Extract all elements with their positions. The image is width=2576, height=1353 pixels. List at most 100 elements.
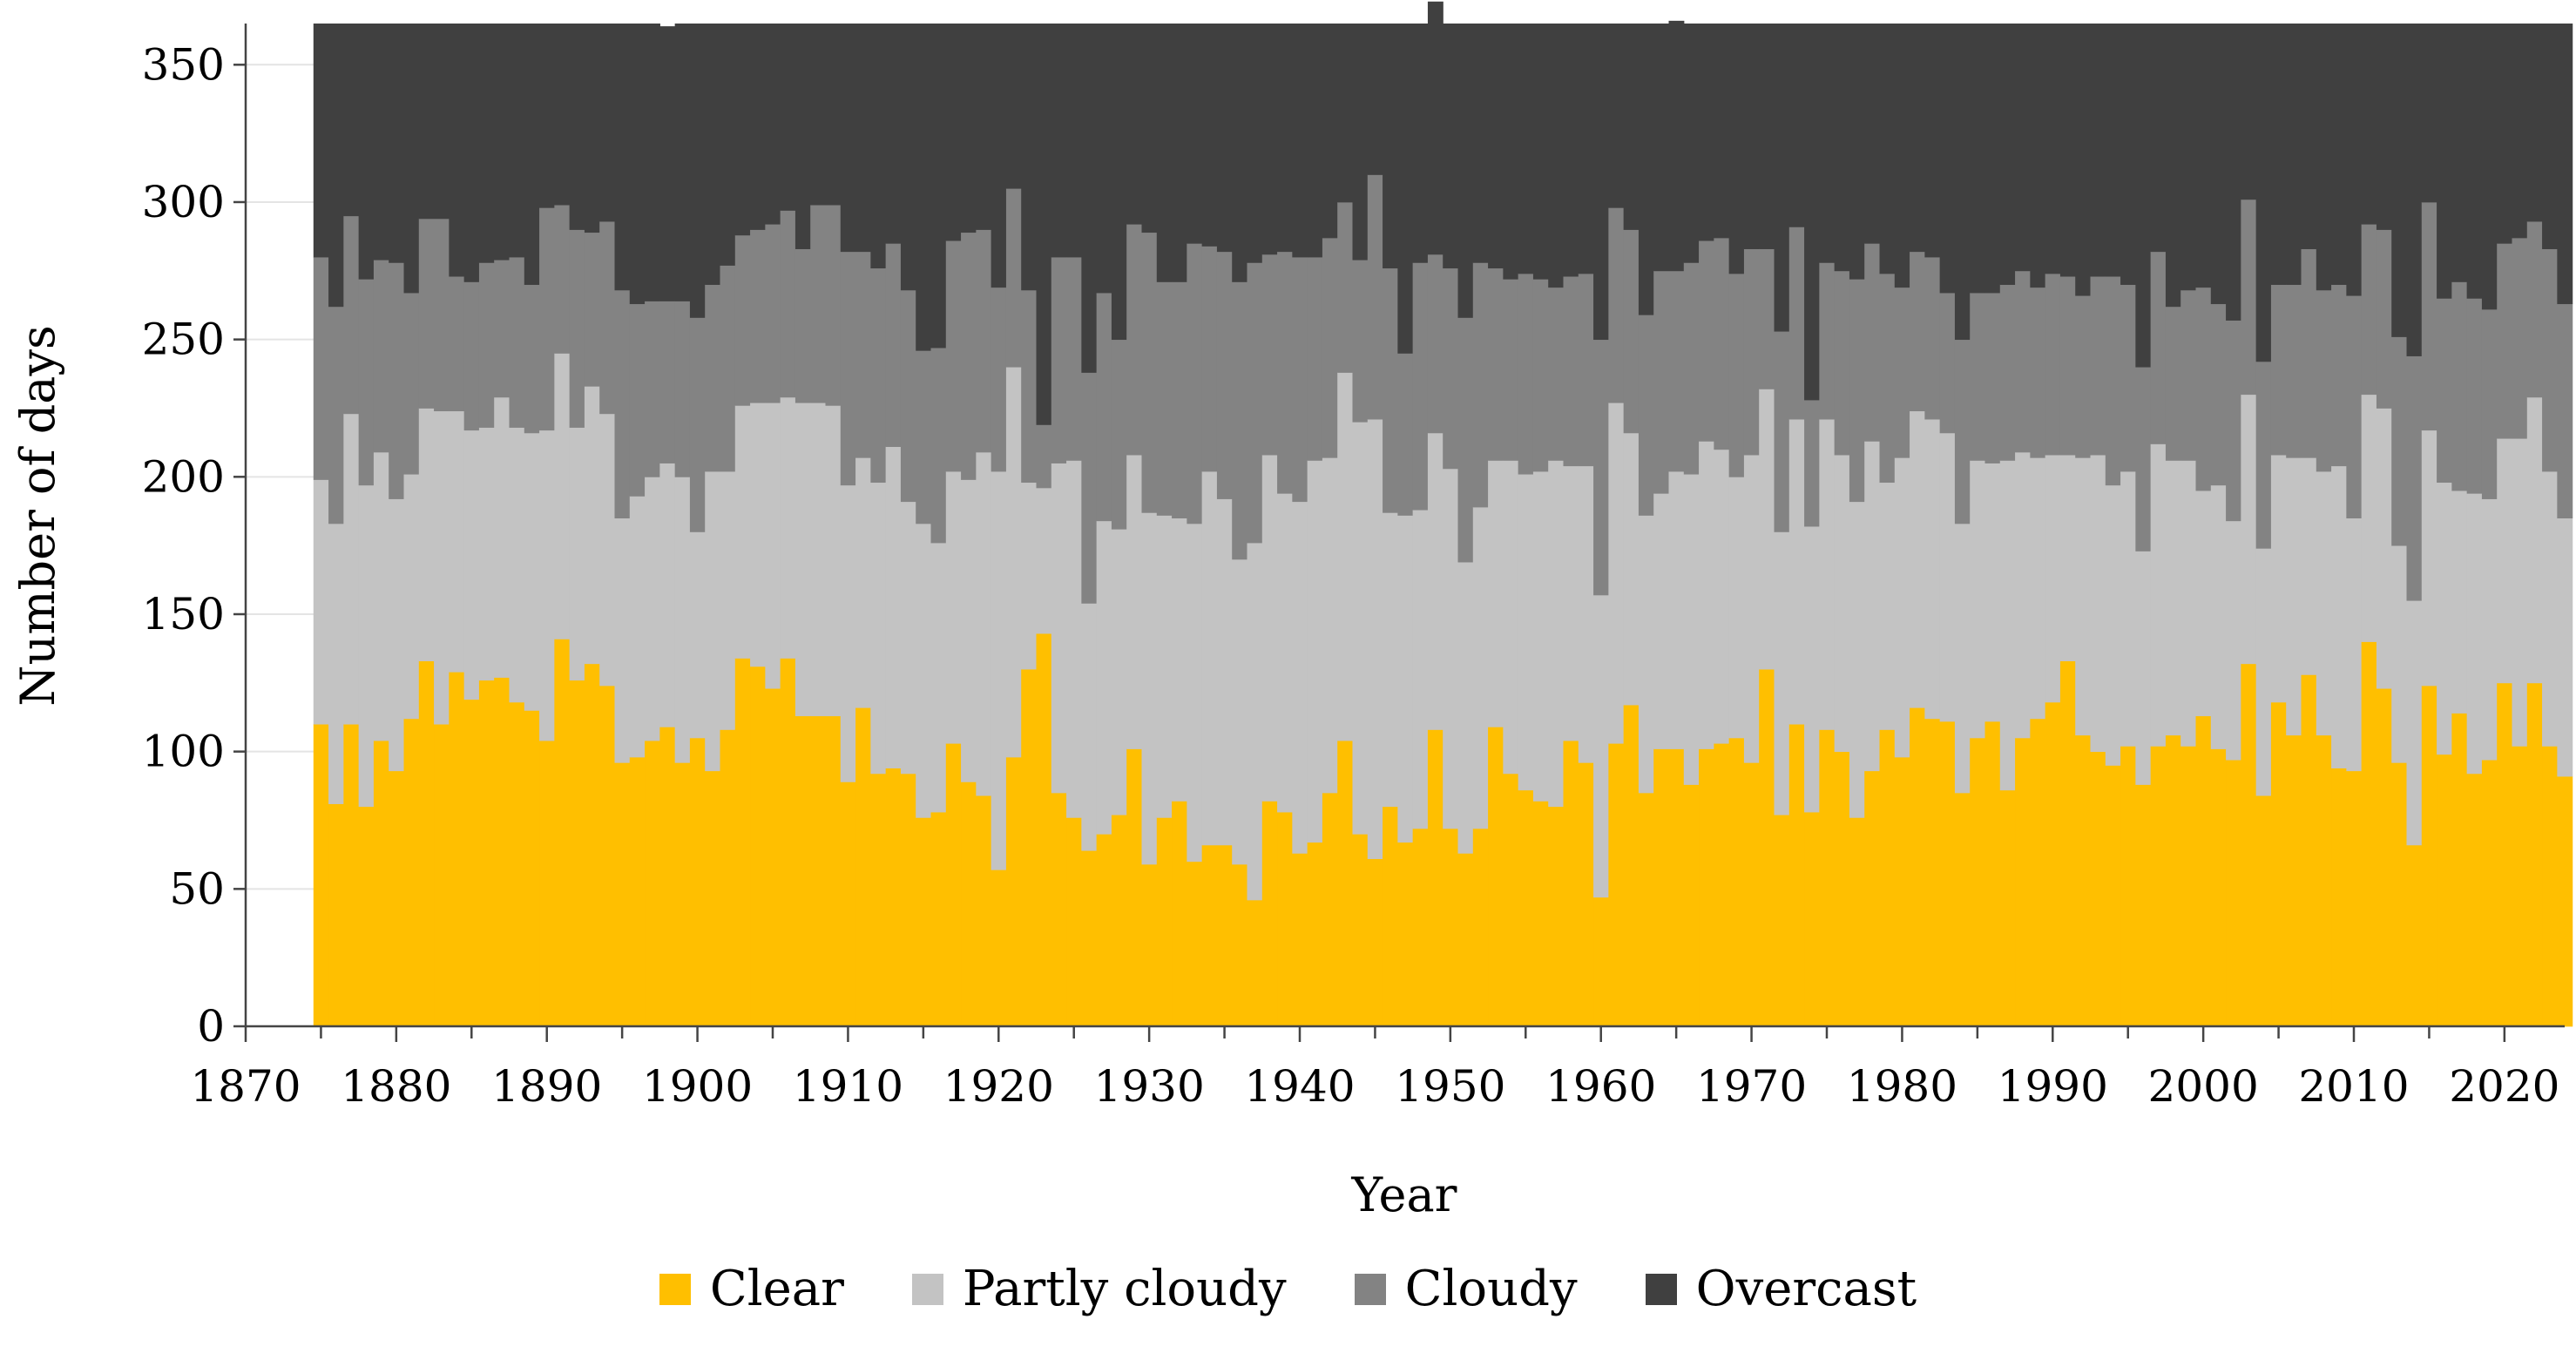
bar-partly-cloudy-1999 xyxy=(2180,460,2197,747)
bar-cloudy-1979 xyxy=(1879,273,1896,484)
bar-cloudy-1970 xyxy=(1743,248,1760,456)
bar-cloudy-1993 xyxy=(2090,276,2106,456)
bar-partly-cloudy-2003 xyxy=(2241,394,2257,665)
bar-overcast-1890 xyxy=(539,24,555,208)
bar-cloudy-1986 xyxy=(1984,293,2001,463)
bar-clear-1962 xyxy=(1623,705,1640,1027)
bar-partly-cloudy-1899 xyxy=(674,477,691,763)
bar-overcast-1964 xyxy=(1653,24,1670,272)
bar-partly-cloudy-1911 xyxy=(855,457,871,708)
bar-clear-1889 xyxy=(524,710,540,1027)
bar-overcast-1878 xyxy=(358,24,375,280)
bar-clear-1998 xyxy=(2165,734,2181,1027)
bar-partly-cloudy-1884 xyxy=(449,410,465,673)
bar-partly-cloudy-1901 xyxy=(705,471,721,772)
bar-partly-cloudy-1997 xyxy=(2150,443,2167,747)
bar-cloudy-1905 xyxy=(765,224,781,403)
bar-overcast-2017 xyxy=(2451,24,2468,282)
bar-overcast-1919 xyxy=(976,24,992,230)
bar-partly-cloudy-1946 xyxy=(1383,512,1398,808)
bar-cloudy-1881 xyxy=(403,293,420,475)
bar-cloudy-1946 xyxy=(1383,267,1398,513)
bar-partly-cloudy-1998 xyxy=(2165,460,2181,736)
bar-partly-cloudy-1888 xyxy=(509,427,525,703)
bar-partly-cloudy-1909 xyxy=(825,405,842,717)
bar-cloudy-1928 xyxy=(1111,339,1127,530)
bar-partly-cloudy-2004 xyxy=(2255,548,2272,796)
bar-cloudy-1978 xyxy=(1864,243,1881,442)
bar-clear-1880 xyxy=(389,770,405,1027)
legend-label: Overcast xyxy=(1695,1261,1917,1317)
bar-partly-cloudy-1973 xyxy=(1788,419,1805,725)
bar-overcast-1880 xyxy=(389,24,405,263)
bar-cloudy-1971 xyxy=(1759,248,1775,389)
bar-partly-cloudy-1985 xyxy=(1970,460,1986,739)
bar-cloudy-1894 xyxy=(599,221,616,415)
bar-cloudy-2018 xyxy=(2466,298,2483,494)
x-tick-label: 1910 xyxy=(793,1061,903,1112)
bar-cloudy-2007 xyxy=(2301,248,2317,458)
bar-partly-cloudy-1949 xyxy=(1427,432,1444,730)
bar-clear-2003 xyxy=(2241,663,2257,1027)
bar-partly-cloudy-1942 xyxy=(1322,457,1338,794)
bar-cloudy-2011 xyxy=(2361,224,2377,396)
bar-partly-cloudy-1928 xyxy=(1111,529,1127,815)
bar-clear-1942 xyxy=(1322,792,1338,1027)
bar-overcast-1917 xyxy=(945,24,962,241)
bar-clear-1901 xyxy=(705,770,721,1027)
bar-clear-1976 xyxy=(1834,751,1850,1027)
bar-clear-1904 xyxy=(750,666,766,1027)
bar-overcast-1967 xyxy=(1699,24,1714,241)
bar-partly-cloudy-2001 xyxy=(2210,484,2227,749)
bar-cloudy-1985 xyxy=(1970,293,1986,461)
bar-partly-cloudy-1994 xyxy=(2105,484,2121,766)
y-tick-label: 50 xyxy=(169,863,225,914)
bar-overcast-1948 xyxy=(1412,24,1429,263)
bar-clear-1900 xyxy=(689,737,706,1027)
bar-partly-cloudy-1905 xyxy=(765,403,781,689)
bar-partly-cloudy-1913 xyxy=(885,446,902,768)
bar-overcast-1925 xyxy=(1066,24,1082,258)
bar-overcast-1959 xyxy=(1578,24,1594,274)
bar-overcast-1891 xyxy=(554,24,571,206)
bar-cloudy-1901 xyxy=(705,284,721,472)
bar-cloudy-1989 xyxy=(2030,287,2046,458)
bar-overcast-1934 xyxy=(1201,24,1218,247)
bar-clear-1990 xyxy=(2045,701,2061,1027)
bar-overcast-1886 xyxy=(478,24,495,263)
bar-cloudy-2023 xyxy=(2542,248,2558,472)
bar-cloudy-1997 xyxy=(2150,251,2167,444)
bar-partly-cloudy-1961 xyxy=(1608,403,1625,744)
bar-overcast-1913 xyxy=(885,24,902,244)
bar-partly-cloudy-1955 xyxy=(1518,474,1534,791)
bar-partly-cloudy-1917 xyxy=(945,471,962,744)
bar-overcast-1876 xyxy=(328,24,344,308)
bar-partly-cloudy-2018 xyxy=(2466,493,2483,775)
bar-cloudy-1939 xyxy=(1277,251,1293,494)
bar-partly-cloudy-1950 xyxy=(1443,468,1459,829)
bar-clear-1965 xyxy=(1668,748,1685,1027)
bar-cloudy-1969 xyxy=(1728,273,1745,477)
bar-overcast-1921 xyxy=(1005,24,1022,189)
bar-partly-cloudy-1887 xyxy=(494,396,510,678)
bar-clear-2014 xyxy=(2406,844,2423,1027)
bar-clear-1924 xyxy=(1051,792,1067,1027)
bar-partly-cloudy-1902 xyxy=(720,471,736,730)
bar-overcast-1969 xyxy=(1728,24,1745,274)
bar-cloudy-1947 xyxy=(1397,353,1414,516)
bar-cloudy-1911 xyxy=(855,251,871,458)
bar-clear-1968 xyxy=(1714,743,1730,1027)
bar-cloudy-1972 xyxy=(1774,331,1790,532)
bar-cloudy-1968 xyxy=(1714,237,1730,450)
bar-overcast-2016 xyxy=(2437,24,2452,299)
bar-partly-cloudy-1891 xyxy=(554,353,571,639)
bar-clear-1916 xyxy=(930,812,947,1027)
bar-clear-1898 xyxy=(659,727,676,1027)
bar-partly-cloudy-1984 xyxy=(1954,523,1971,794)
bar-overcast-1974 xyxy=(1804,24,1820,401)
bar-partly-cloudy-1951 xyxy=(1457,562,1474,854)
legend-swatch xyxy=(1354,1274,1386,1305)
bar-cloudy-2020 xyxy=(2497,243,2513,439)
bar-partly-cloudy-1908 xyxy=(810,403,827,717)
bar-clear-1983 xyxy=(1939,720,1956,1027)
